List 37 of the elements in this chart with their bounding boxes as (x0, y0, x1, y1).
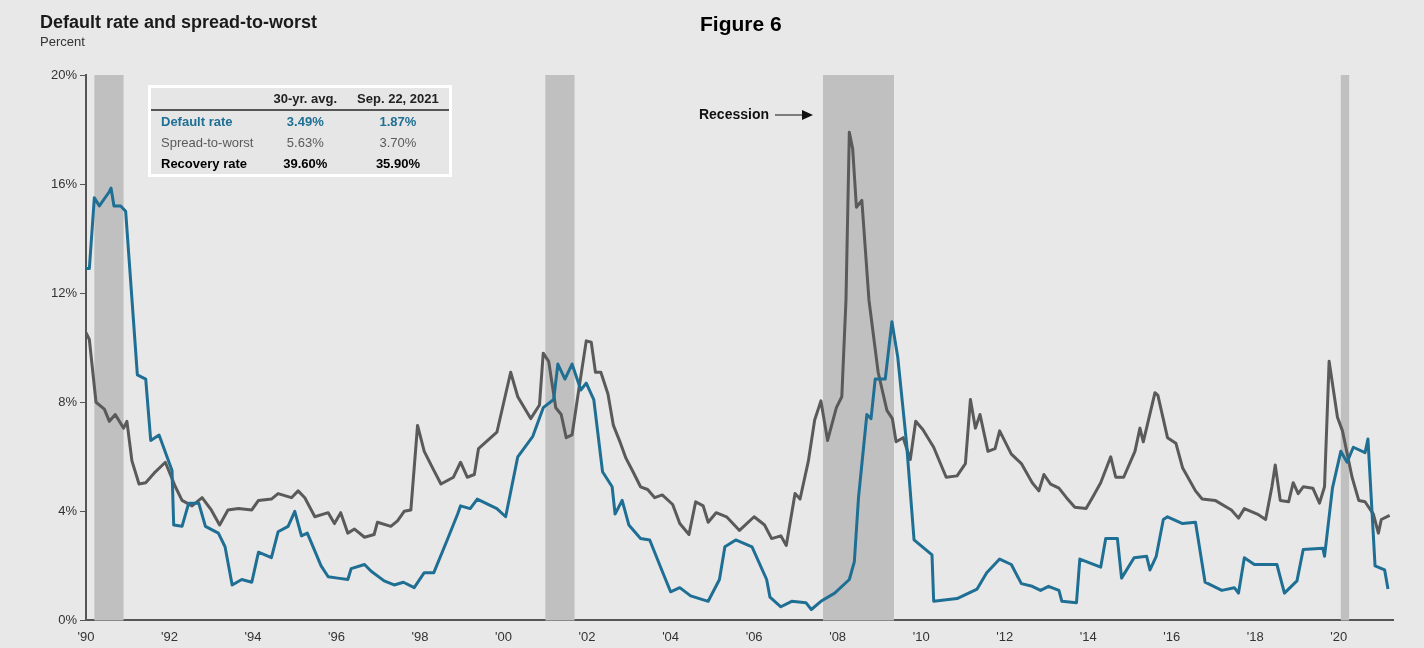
x-tick-label: '92 (161, 628, 178, 644)
x-tick-label: '94 (244, 628, 262, 644)
x-tick-label: '14 (1079, 628, 1097, 644)
annotation: 39.60% (282, 155, 329, 173)
annotation: 30-yr. avg. (263, 86, 348, 110)
y-tick-label: 4% (58, 502, 78, 518)
annotation: Recession (698, 105, 770, 122)
text: Default rate (160, 113, 234, 131)
x-tick-label: '90 (77, 628, 95, 644)
annotation: 3.49% (285, 113, 325, 131)
x-tick-label: '12 (996, 628, 1014, 644)
x-tick-label: '18 (1246, 628, 1264, 644)
annotation: 1.87% (378, 113, 418, 131)
y-axis-title: Percent (40, 34, 85, 49)
x-tick-label: '06 (745, 628, 763, 644)
chart-title: Default rate and spread-to-worst (40, 12, 318, 33)
caption: Figure 6 (700, 12, 782, 36)
annotation: Sep. 22, 2021 (347, 86, 451, 110)
y-tick-label: 16% (50, 175, 78, 191)
x-tick-label: '04 (662, 628, 680, 644)
annotation: 5.63% (285, 134, 325, 152)
x-tick-label: '16 (1163, 628, 1181, 644)
annotation: 35.90% (374, 155, 421, 173)
x-tick-label: '10 (912, 628, 930, 644)
y-tick-label: 20% (50, 66, 78, 82)
annotation: Recovery rate (160, 155, 248, 173)
x-tick-label: '00 (495, 628, 513, 644)
x-tick-label: '20 (1330, 628, 1348, 644)
x-tick-label: '02 (578, 628, 596, 644)
y-tick-label: 8% (58, 393, 78, 409)
x-tick-label: '98 (411, 628, 429, 644)
text: Spread-to-worst (160, 134, 255, 152)
y-tick-label: 0% (58, 611, 78, 627)
y-tick-label: 12% (50, 284, 78, 300)
x-tick-label: '96 (328, 628, 346, 644)
annotation: 3.70% (378, 134, 418, 152)
x-tick-label: '08 (829, 628, 847, 644)
